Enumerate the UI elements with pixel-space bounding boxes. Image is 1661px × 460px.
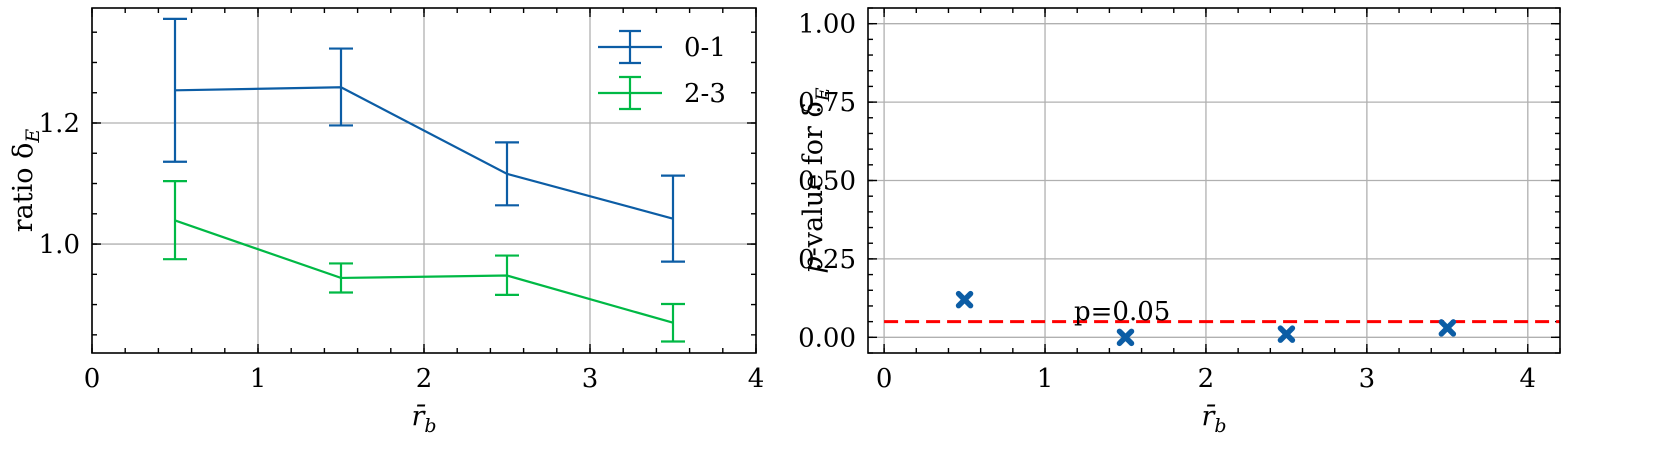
y-axis-label-main: ratio δ [8,143,39,233]
x-tick-label: 3 [582,364,599,394]
x-axis-label-sub: b [424,415,436,437]
y-tick-label: 0.75 [798,88,856,118]
legend: 0-1 2-3 [598,29,726,111]
y-tick-label: 1.0 [39,230,80,260]
x-tick-label: 4 [1520,364,1537,394]
series-line [174,219,674,324]
y-tick-label: 1.2 [39,109,80,139]
y-axis-label-sub: E [22,129,44,144]
series-0-1 [163,17,685,263]
x-axis-label-sub: b [1214,415,1226,437]
y-tick-label: 0.50 [798,167,856,197]
x-tick-label: 1 [1037,364,1054,394]
x-tick-label: 4 [748,364,765,394]
x-tick-label: 2 [416,364,433,394]
x-axis-label-main: r̄ [1201,401,1216,432]
x-axis-label: r̄b [411,401,436,437]
axes-frame [867,7,1561,354]
marker-stroke [955,290,974,309]
data-point [955,290,974,309]
y-tick-label: 1.00 [798,10,856,40]
legend-label: 0-1 [684,33,726,63]
axes-frame [91,7,757,354]
y-axis-label-main: -value for δ [798,101,829,256]
x-tick-label: 2 [1198,364,1215,394]
x-axis-label-main: r̄ [411,401,426,432]
y-tick-label: 0.25 [798,245,856,275]
y-axis-label: ratio δE [8,129,44,233]
x-tick-label: 0 [876,364,893,394]
y-axis-label-italic: p [798,256,829,273]
legend-label: 2-3 [684,79,726,109]
x-tick-label: 1 [250,364,267,394]
y-axis-label-sub: E [812,87,834,102]
marker-stroke [1277,325,1296,343]
chart-panel-1: 0 1 2 3 4 1.0 1.2 r̄b ratio δE 0-1 2-3 [8,7,765,437]
x-tick-label: 3 [1359,364,1376,394]
data-point [1438,319,1457,337]
x-axis-label: r̄b [1201,401,1226,437]
series-2-3 [163,180,685,343]
series-line [174,86,674,220]
data-point [1116,328,1135,347]
marker-stroke [1116,328,1135,347]
annotation-label: p=0.05 [1074,297,1170,327]
x-tick-label: 0 [84,364,101,394]
data-point [1277,325,1296,343]
chart-panel-2: 0 1 2 3 4 0.00 0.25 0.50 0.75 1.00 r̄b p-value for … [798,7,1561,437]
marker-stroke [1438,319,1457,337]
y-axis-label: p-value for δE [798,87,834,273]
y-tick-label: 0.00 [798,323,856,353]
